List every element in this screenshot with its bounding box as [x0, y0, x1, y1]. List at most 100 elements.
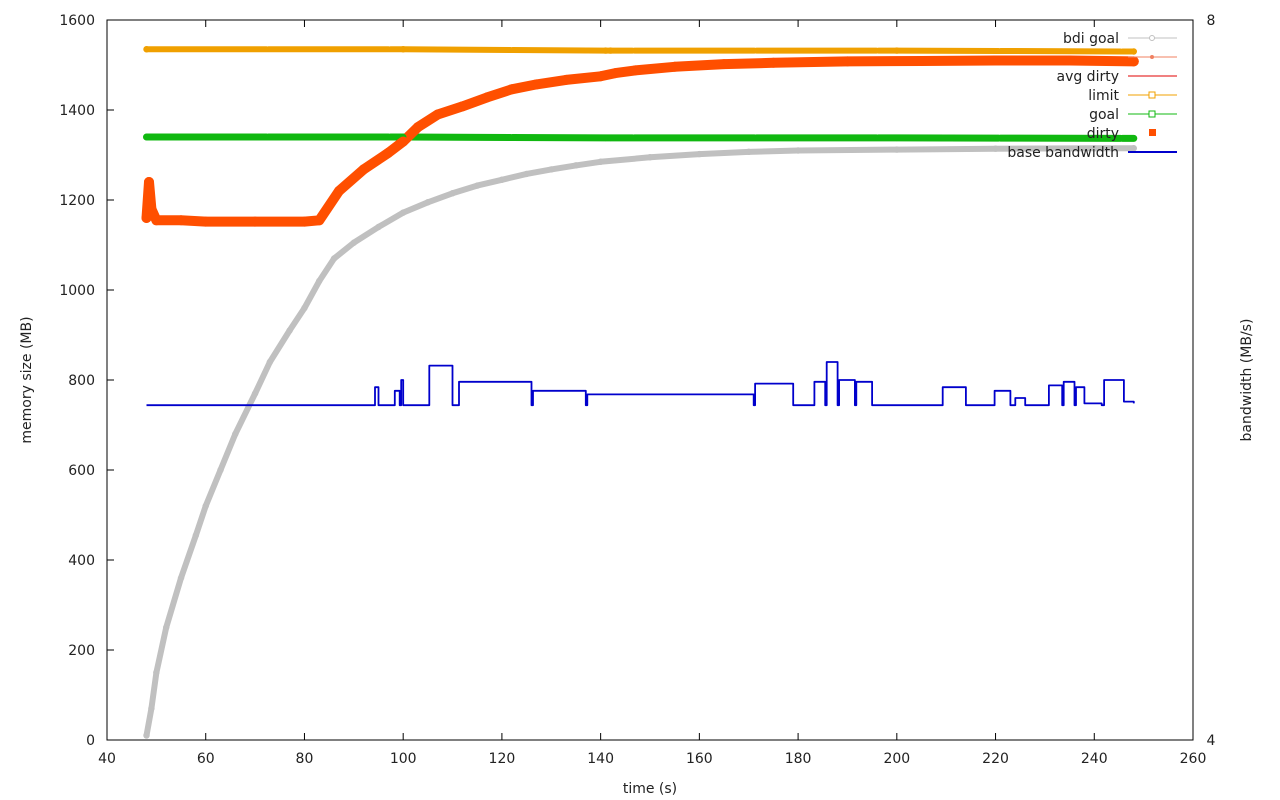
series-point-dirty: [141, 213, 152, 223]
series-point-dirty: [719, 59, 730, 70]
series-line-goal: [143, 133, 1138, 142]
x-tick-label: 160: [686, 751, 713, 767]
x-tick-label: 140: [587, 751, 614, 767]
legend-item: goal: [1089, 107, 1177, 123]
y2-axis-label: bandwidth (MB/s): [1239, 319, 1255, 442]
legend-item: [1128, 55, 1177, 59]
y2-tick-label: 8: [1207, 13, 1216, 29]
series-point-bdi-goal: [399, 209, 407, 216]
series-point-bdi-goal: [992, 145, 999, 152]
x-axis-label: time (s): [623, 781, 677, 797]
series-point-dirty: [1064, 55, 1075, 66]
series-point-dirty: [630, 65, 641, 76]
series-point-bdi-goal: [232, 430, 239, 438]
y-tick-label: 400: [68, 553, 95, 569]
y-tick-label: 200: [68, 643, 95, 659]
legend-label: dirty: [1087, 126, 1119, 142]
legend-swatch: [1149, 129, 1156, 136]
legend-marker: [1148, 91, 1156, 99]
series-point-dirty: [146, 204, 157, 214]
legend-label: bdi goal: [1063, 31, 1119, 47]
series-point-bdi-goal: [330, 255, 338, 262]
series-point-limit: [602, 47, 609, 54]
series-point-dirty: [151, 215, 162, 226]
series-point-bdi-goal: [148, 705, 155, 712]
y-axis-label: memory size (MB): [19, 316, 35, 443]
series-point-bdi-goal: [893, 146, 901, 153]
series-line-base-bandwidth: [146, 361, 1135, 407]
series-point-bdi-goal: [251, 390, 259, 397]
series-point-dirty: [176, 215, 187, 226]
x-tick-label: 120: [489, 751, 516, 767]
series-point-bdi-goal: [177, 574, 185, 582]
series-point-bdi-goal: [794, 147, 802, 154]
series-point-bdi-goal: [202, 502, 209, 510]
y-tick-label: 800: [68, 373, 95, 389]
series-point-dirty: [299, 216, 310, 227]
series-point-dirty: [457, 101, 468, 112]
series-point-limit: [607, 47, 614, 54]
x-tick-label: 80: [296, 751, 314, 767]
series-point-dirty: [1128, 56, 1139, 67]
series-point-bdi-goal: [572, 162, 580, 169]
series-point-dirty: [383, 147, 394, 158]
series-point-bdi-goal: [498, 176, 506, 183]
series-point-limit: [399, 46, 407, 53]
series-point-bdi-goal: [217, 466, 224, 474]
legend-item: limit: [1088, 88, 1177, 104]
x-tick-label: 260: [1180, 751, 1207, 767]
axes-layer: 40 60 80 100 120 140 160 180 200 220 240 260 0 200 400…: [59, 13, 1215, 767]
legend-item: dirty: [1087, 126, 1156, 142]
series-point-goal: [602, 134, 609, 142]
x-tick-label: 240: [1081, 751, 1108, 767]
series-point-dirty: [200, 216, 211, 227]
series-point-dirty: [334, 186, 345, 196]
legend-item: avg dirty: [1056, 69, 1177, 85]
series-point-goal: [893, 134, 901, 142]
x-tick-label: 60: [197, 751, 215, 767]
series-point-dirty: [143, 177, 154, 187]
series-point-limit: [1130, 48, 1137, 55]
series-point-bdi-goal: [696, 150, 703, 158]
series-point-goal: [607, 134, 614, 142]
series-point-bdi-goal: [597, 158, 604, 165]
legend-label: goal: [1089, 107, 1119, 123]
legend-item: base bandwidth: [1007, 145, 1177, 161]
series-point-bdi-goal: [350, 239, 358, 246]
legend-item: bdi goal: [1063, 31, 1177, 47]
series-point-bdi-goal: [153, 669, 160, 676]
series-point-goal: [1130, 135, 1137, 142]
y-tick-label: 600: [68, 463, 95, 479]
legend-marker: [1149, 35, 1155, 41]
series-point-dirty: [595, 71, 606, 82]
series-point-dirty: [412, 122, 423, 133]
series-point-bdi-goal: [1130, 145, 1137, 152]
y-tick-label: 1000: [59, 283, 95, 299]
x-tick-label: 100: [390, 751, 417, 767]
series-point-bdi-goal: [266, 358, 274, 366]
series-point-bdi-goal: [646, 154, 654, 161]
series-point-limit: [143, 46, 150, 53]
series-point-dirty: [314, 215, 325, 226]
legend-label: avg dirty: [1056, 69, 1119, 85]
series-point-dirty: [398, 136, 409, 147]
x-tick-label: 220: [982, 751, 1009, 767]
series-point-bdi-goal: [523, 170, 530, 178]
series-point-bdi-goal: [286, 327, 293, 334]
series-layer: [141, 46, 1139, 739]
series-line-bdi-goal: [143, 145, 1137, 739]
legend-label: base bandwidth: [1007, 145, 1119, 161]
series-point-dirty: [506, 84, 517, 95]
series-point-dirty: [669, 61, 680, 72]
series-point-dirty: [768, 57, 779, 68]
series-point-dirty: [482, 92, 493, 103]
series-point-bdi-goal: [548, 166, 555, 173]
series-point-dirty: [358, 164, 369, 175]
series-point-dirty: [561, 74, 572, 85]
series-point-limit: [893, 47, 901, 54]
y-tick-label: 1600: [59, 13, 95, 29]
plot-frame: [106, 19, 1194, 741]
x-tick-label: 180: [785, 751, 812, 767]
series-point-dirty: [990, 55, 1001, 66]
